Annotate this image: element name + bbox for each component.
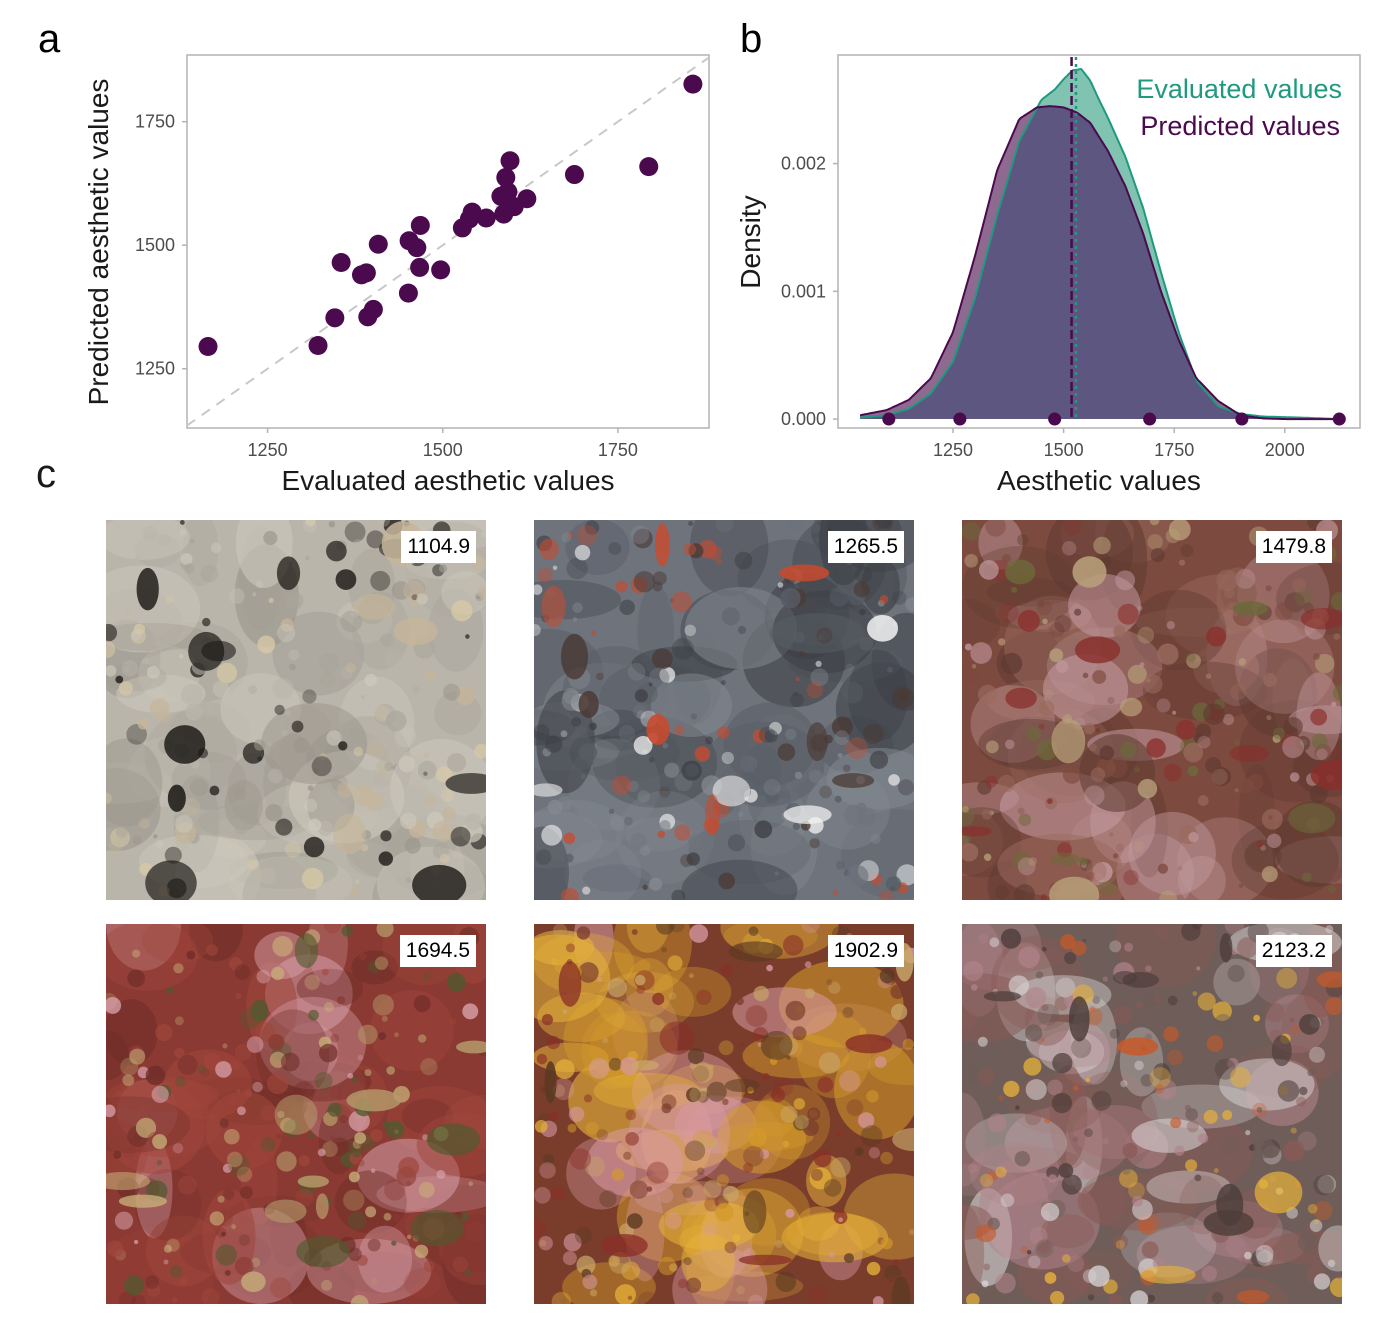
seabed-photo: [534, 924, 914, 1304]
seabed-photo: [106, 924, 486, 1304]
seabed-photo: [106, 520, 486, 900]
x-axis-title: Aesthetic values: [997, 465, 1201, 496]
aesthetic-value-label: 1902.9: [827, 935, 904, 967]
scatter-plot-frame: [186, 54, 710, 429]
y-axis-ticks: 0.000 0.001 0.002: [781, 154, 838, 429]
scatter-point: [496, 168, 516, 188]
y-tick-label: 0.001: [781, 281, 826, 301]
photo-tile: 1104.9: [106, 520, 486, 900]
legend-evaluated-values: Evaluated values: [1136, 74, 1342, 104]
seabed-photo: [962, 520, 1342, 900]
photo-tile: 1902.9: [534, 924, 914, 1304]
scatter-panel: 1250 1500 1750 1250 1500 1750 Evaluated aest…: [83, 54, 710, 496]
scatter-point: [356, 263, 376, 283]
scatter-point: [683, 74, 703, 94]
sample-point: [1235, 412, 1249, 426]
aesthetic-value-label: 1265.5: [827, 531, 904, 563]
figure-canvas: a b 1250 1500 1750 1250 1500 1750 Evaluated …: [38, 17, 1361, 496]
photo-tile: 2123.2: [962, 924, 1342, 1304]
x-tick-label: 1750: [1154, 440, 1194, 460]
x-tick-label: 1750: [598, 440, 638, 460]
x-tick-label: 1500: [423, 440, 463, 460]
panel-c-letter: c: [36, 452, 56, 496]
sample-point: [1332, 412, 1346, 426]
x-tick-label: 2000: [1265, 440, 1305, 460]
photo-tile: 1479.8: [962, 520, 1342, 900]
sample-point: [882, 412, 896, 426]
scatter-point: [517, 189, 537, 209]
sample-point: [953, 412, 967, 426]
scatter-point: [198, 336, 218, 356]
x-axis-ticks: 1250 1500 1750 2000: [933, 428, 1305, 460]
scatter-point: [331, 252, 351, 272]
scatter-point: [639, 157, 659, 177]
x-tick-label: 1500: [1044, 440, 1084, 460]
scatter-point: [564, 165, 584, 185]
y-tick-label: 0.000: [781, 409, 826, 429]
panel-b-letter: b: [740, 17, 762, 61]
scatter-point: [500, 151, 520, 171]
scatter-points: [198, 74, 703, 356]
y-tick-label: 1750: [135, 112, 175, 132]
y-tick-label: 1500: [135, 235, 175, 255]
scatter-point: [498, 182, 518, 202]
evaluated-density-line: [859, 67, 1343, 421]
density-plot-frame: [837, 54, 1361, 429]
panel-a-letter: a: [38, 17, 61, 61]
scatter-point: [431, 260, 451, 280]
x-tick-label: 1250: [248, 440, 288, 460]
density-panel: 1250 1500 1750 2000 0.000 0.001 0.002 Evaluat…: [735, 54, 1361, 496]
photo-tile: 1694.5: [106, 924, 486, 1304]
y-axis-title: Density: [735, 195, 766, 288]
identity-line: [186, 56, 710, 427]
y-tick-label: 0.002: [781, 154, 826, 174]
predicted-density-line: [860, 105, 1343, 421]
aesthetic-value-label: 1479.8: [1255, 531, 1332, 563]
scatter-point: [325, 308, 345, 328]
scatter-point: [410, 215, 430, 235]
scatter-point: [363, 299, 383, 319]
scatter-point: [407, 238, 427, 258]
scatter-point: [368, 234, 388, 254]
legend-predicted-values: Predicted values: [1140, 111, 1340, 141]
sample-point: [1143, 412, 1157, 426]
sample-image-points: [882, 412, 1346, 426]
sample-point: [1048, 412, 1062, 426]
overlap-density-area: [860, 106, 1343, 420]
aesthetic-value-label: 1104.9: [401, 531, 476, 563]
x-axis-title: Evaluated aesthetic values: [281, 465, 614, 496]
aesthetic-value-label: 1694.5: [399, 935, 476, 967]
scatter-point: [410, 257, 430, 277]
y-axis-title: Predicted aesthetic values: [83, 79, 114, 406]
y-axis-ticks: 1250 1500 1750: [135, 112, 187, 379]
scatter-point: [476, 208, 496, 228]
scatter-point: [398, 283, 418, 303]
seabed-photo: [962, 924, 1342, 1304]
aesthetic-value-label: 2123.2: [1255, 935, 1332, 967]
x-axis-ticks: 1250 1500 1750: [248, 428, 638, 460]
seabed-photo: [534, 520, 914, 900]
scatter-point: [308, 335, 328, 355]
x-tick-label: 1250: [933, 440, 973, 460]
photo-tile: 1265.5: [534, 520, 914, 900]
y-tick-label: 1250: [135, 359, 175, 379]
